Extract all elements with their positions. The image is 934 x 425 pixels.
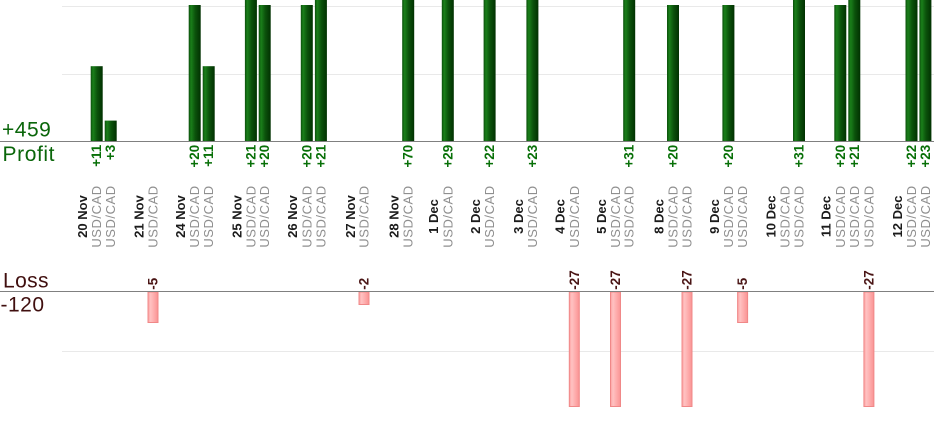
svg-text:USD/CAD: USD/CAD xyxy=(792,185,807,247)
svg-text:2 Dec: 2 Dec xyxy=(468,199,483,234)
svg-text:4 Dec: 4 Dec xyxy=(553,199,568,234)
svg-text:+23: +23 xyxy=(918,145,933,168)
svg-text:1 Dec: 1 Dec xyxy=(426,199,441,234)
svg-text:11 Dec: 11 Dec xyxy=(819,196,834,237)
svg-text:USD/CAD: USD/CAD xyxy=(918,185,933,247)
svg-text:+20: +20 xyxy=(257,145,272,168)
svg-text:+22: +22 xyxy=(482,145,497,168)
svg-text:USD/CAD: USD/CAD xyxy=(146,185,161,247)
svg-text:+31: +31 xyxy=(792,144,807,167)
svg-text:Loss: Loss xyxy=(3,270,49,293)
svg-text:+459: +459 xyxy=(2,119,51,142)
svg-text:+31: +31 xyxy=(622,144,637,167)
svg-text:USD/CAD: USD/CAD xyxy=(299,185,314,247)
svg-text:USD/CAD: USD/CAD xyxy=(103,185,118,247)
svg-text:+70: +70 xyxy=(401,145,416,168)
svg-text:9 Dec: 9 Dec xyxy=(707,199,722,234)
svg-text:-27: -27 xyxy=(567,270,582,289)
svg-text:+23: +23 xyxy=(525,145,540,168)
svg-text:USD/CAD: USD/CAD xyxy=(847,185,862,247)
svg-text:+21: +21 xyxy=(313,144,328,167)
svg-text:+3: +3 xyxy=(103,145,118,160)
svg-text:USD/CAD: USD/CAD xyxy=(904,185,919,247)
svg-text:20 Nov: 20 Nov xyxy=(75,194,90,237)
svg-text:28 Nov: 28 Nov xyxy=(387,194,402,237)
svg-text:-120: -120 xyxy=(1,294,45,317)
svg-text:+20: +20 xyxy=(299,145,314,168)
svg-text:USD/CAD: USD/CAD xyxy=(482,185,497,247)
svg-text:USD/CAD: USD/CAD xyxy=(622,185,637,247)
svg-text:Profit: Profit xyxy=(3,143,56,166)
svg-text:+20: +20 xyxy=(721,145,736,168)
svg-text:USD/CAD: USD/CAD xyxy=(201,185,216,247)
svg-text:USD/CAD: USD/CAD xyxy=(525,185,540,247)
svg-text:USD/CAD: USD/CAD xyxy=(833,185,848,247)
svg-text:-5: -5 xyxy=(735,277,750,289)
svg-text:USD/CAD: USD/CAD xyxy=(187,185,202,247)
svg-text:+11: +11 xyxy=(201,144,216,167)
svg-text:24 Nov: 24 Nov xyxy=(173,194,188,237)
svg-text:8 Dec: 8 Dec xyxy=(651,199,666,234)
svg-text:+20: +20 xyxy=(833,145,848,168)
svg-text:USD/CAD: USD/CAD xyxy=(666,185,681,247)
svg-text:26 Nov: 26 Nov xyxy=(285,194,300,237)
svg-text:12 Dec: 12 Dec xyxy=(890,196,905,238)
svg-text:USD/CAD: USD/CAD xyxy=(243,185,258,247)
svg-text:+20: +20 xyxy=(666,145,681,168)
svg-text:5 Dec: 5 Dec xyxy=(594,199,609,234)
svg-text:25 Nov: 25 Nov xyxy=(229,194,244,237)
svg-text:+21: +21 xyxy=(243,144,258,167)
svg-text:-27: -27 xyxy=(608,270,623,289)
svg-text:USD/CAD: USD/CAD xyxy=(89,185,104,247)
svg-text:USD/CAD: USD/CAD xyxy=(778,185,793,247)
svg-text:27 Nov: 27 Nov xyxy=(343,194,358,237)
svg-text:+11: +11 xyxy=(89,144,104,167)
svg-text:USD/CAD: USD/CAD xyxy=(401,185,416,247)
svg-text:-2: -2 xyxy=(357,278,372,290)
svg-text:USD/CAD: USD/CAD xyxy=(735,185,750,247)
svg-text:+29: +29 xyxy=(440,145,455,168)
svg-text:3 Dec: 3 Dec xyxy=(511,199,526,234)
svg-text:USD/CAD: USD/CAD xyxy=(440,185,455,247)
svg-text:USD/CAD: USD/CAD xyxy=(357,185,372,247)
svg-text:USD/CAD: USD/CAD xyxy=(313,185,328,247)
svg-text:-27: -27 xyxy=(861,270,876,289)
svg-text:USD/CAD: USD/CAD xyxy=(680,185,695,247)
svg-text:-27: -27 xyxy=(680,270,695,289)
svg-text:21 Nov: 21 Nov xyxy=(131,194,146,237)
svg-text:USD/CAD: USD/CAD xyxy=(608,185,623,247)
svg-text:USD/CAD: USD/CAD xyxy=(567,185,582,247)
svg-text:+21: +21 xyxy=(847,144,862,167)
svg-text:USD/CAD: USD/CAD xyxy=(721,185,736,247)
svg-text:10 Dec: 10 Dec xyxy=(763,196,778,238)
svg-text:-5: -5 xyxy=(146,277,161,289)
svg-text:+22: +22 xyxy=(904,145,919,168)
svg-text:+20: +20 xyxy=(187,145,202,168)
svg-text:USD/CAD: USD/CAD xyxy=(257,185,272,247)
svg-text:USD/CAD: USD/CAD xyxy=(861,185,876,247)
